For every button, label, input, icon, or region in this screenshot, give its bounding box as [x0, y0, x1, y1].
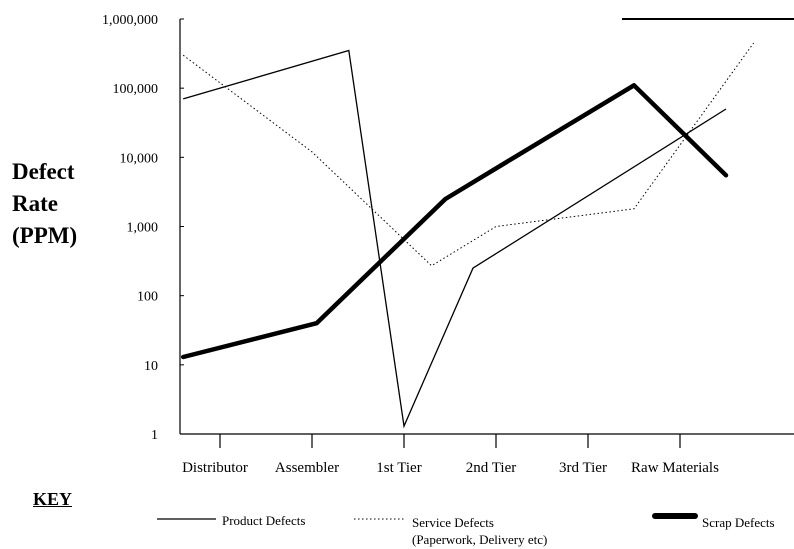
y-axis-label-line-1: Defect — [12, 159, 75, 184]
y-tick-label: 100 — [137, 290, 158, 305]
x-category-label: Raw Materials — [631, 460, 719, 476]
y-tick-labels: 1 10 100 1,000 10,000 100,000 1,000,000 — [102, 13, 184, 443]
y-axis-label-line-2: Rate — [12, 191, 58, 216]
y-axis-label: Defect Rate (PPM) — [12, 156, 77, 252]
legend-label-service-defects-name: Service Defects — [412, 515, 494, 530]
series-line-scrap-defects — [180, 83, 729, 360]
legend-label-service-defects-sublabel: (Paperwork, Delivery etc) — [412, 532, 548, 547]
x-category-label: 2nd Tier — [466, 460, 516, 476]
x-category-label: 3rd Tier — [559, 460, 607, 476]
legend-title: KEY — [33, 489, 73, 509]
y-tick-label: 10 — [144, 359, 158, 374]
y-axis-label-line-3: (PPM) — [12, 223, 78, 248]
series-line-product-defects — [183, 49, 727, 429]
x-category-label: Distributor — [182, 460, 248, 476]
legend-label-scrap-defects: Scrap Defects — [702, 515, 775, 530]
x-category-labels: Distributor Assembler 1st Tier 2nd Tier 3rd … — [182, 434, 719, 476]
legend-label-product-defects: Product Defects — [222, 513, 306, 528]
y-tick-label: 1,000,000 — [102, 13, 158, 28]
x-category-label: 1st Tier — [376, 460, 421, 476]
series-lines — [180, 42, 755, 429]
y-tick-label: 1 — [151, 428, 158, 443]
y-tick-label: 100,000 — [113, 82, 159, 97]
y-tick-label: 1,000 — [127, 221, 159, 236]
legend-label-service-defects: Service Defects (Paperwork, Delivery etc… — [412, 514, 547, 548]
legend-swatches — [157, 513, 698, 520]
y-tick-label: 10,000 — [120, 151, 159, 166]
chart-axes — [179, 18, 794, 435]
x-category-label: Assembler — [275, 460, 339, 476]
series-line-service-defects — [182, 42, 755, 267]
